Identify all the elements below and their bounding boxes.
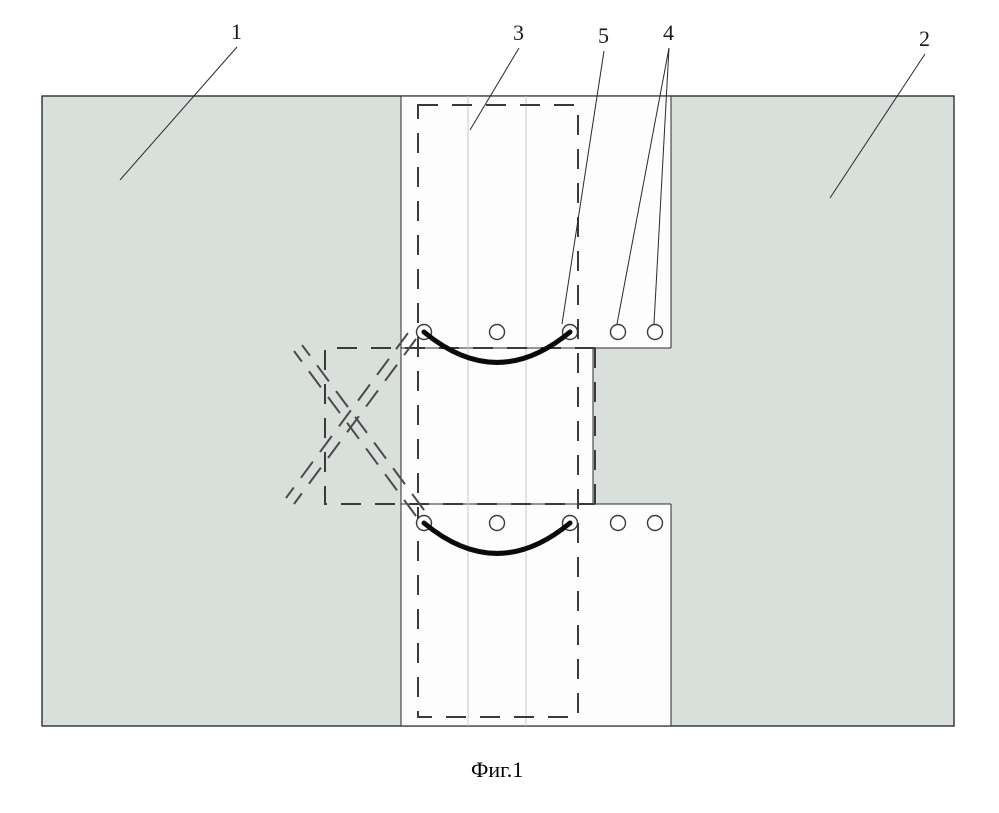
hole-0-3 — [611, 325, 626, 340]
tab-0 — [401, 96, 671, 348]
callout-label-5: 5 — [598, 23, 609, 48]
hole-1-4 — [648, 516, 663, 531]
hole-0-4 — [648, 325, 663, 340]
callout-label-3: 3 — [513, 20, 524, 45]
hole-0-1 — [490, 325, 505, 340]
hole-1-1 — [490, 516, 505, 531]
hole-1-3 — [611, 516, 626, 531]
callout-label-2: 2 — [919, 26, 930, 51]
callout-label-4: 4 — [663, 20, 674, 45]
figure-svg: 1 2 3 4 5 — [0, 0, 999, 813]
figure-caption: Фиг.1 — [471, 757, 523, 783]
callout-label-1: 1 — [231, 19, 242, 44]
